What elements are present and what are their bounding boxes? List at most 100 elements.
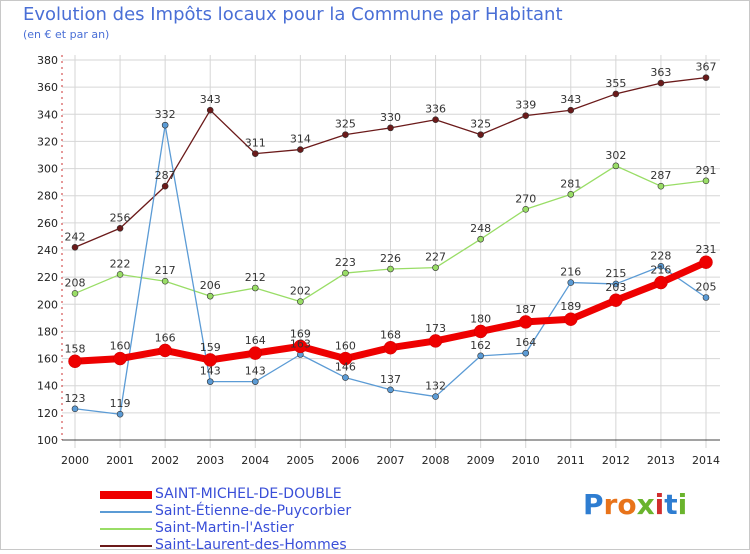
data-point — [473, 324, 488, 339]
data-label: 226 — [380, 252, 401, 265]
data-label: 343 — [200, 93, 221, 106]
data-label: 231 — [696, 243, 717, 256]
y-tick-label: 160 — [37, 353, 58, 366]
data-point — [567, 106, 575, 114]
y-tick-label: 240 — [37, 244, 58, 257]
y-tick-label: 300 — [37, 163, 58, 176]
data-label: 212 — [245, 271, 266, 284]
data-point — [612, 162, 620, 170]
data-point — [612, 90, 620, 98]
data-label: 302 — [605, 149, 626, 162]
data-label: 187 — [515, 303, 536, 316]
data-label: 166 — [155, 331, 176, 344]
data-point — [251, 284, 259, 292]
data-label: 168 — [380, 329, 401, 342]
data-point — [387, 386, 394, 394]
data-point — [609, 293, 623, 307]
y-tick-label: 140 — [37, 380, 58, 393]
data-point — [387, 265, 394, 273]
data-point — [342, 131, 349, 138]
data-label: 158 — [65, 342, 86, 355]
y-tick-label: 260 — [37, 217, 58, 230]
data-label: 325 — [470, 118, 491, 131]
data-label: 206 — [200, 279, 221, 292]
data-point — [293, 339, 308, 354]
data-label: 143 — [245, 365, 266, 378]
chart-subtitle: (en € et par an) — [23, 28, 110, 41]
x-tick-label: 2007 — [377, 454, 405, 467]
logo-letter: t — [664, 488, 678, 521]
data-point — [699, 255, 713, 269]
data-point — [297, 146, 304, 153]
x-tick-label: 2010 — [512, 454, 540, 467]
data-label: 123 — [65, 392, 86, 405]
data-point — [113, 351, 127, 366]
data-label: 343 — [560, 93, 581, 106]
y-tick-label: 100 — [37, 434, 58, 447]
logo-letter: P — [583, 488, 604, 521]
data-point — [522, 349, 530, 357]
data-point — [477, 235, 484, 243]
data-label: 169 — [290, 327, 311, 340]
proxiti-logo: Proxiti — [583, 488, 687, 521]
data-label: 311 — [245, 137, 266, 150]
x-tick-label: 2009 — [467, 454, 495, 467]
x-tick-label: 2000 — [61, 454, 89, 467]
y-tick-label: 200 — [37, 298, 58, 311]
x-tick-label: 2006 — [331, 454, 359, 467]
series-group — [68, 74, 713, 418]
logo-letter: i — [677, 488, 688, 521]
data-point — [657, 79, 665, 87]
data-label: 143 — [200, 365, 221, 378]
data-point — [518, 315, 533, 329]
data-label: 287 — [650, 169, 671, 182]
logo-letter: i — [654, 488, 665, 521]
data-point — [116, 410, 124, 418]
legend-label: Saint-Martin-l'Astier — [155, 520, 294, 536]
data-point — [342, 269, 349, 277]
data-point — [161, 277, 169, 285]
data-point — [71, 405, 79, 413]
data-label: 203 — [605, 281, 626, 294]
data-point — [477, 131, 484, 138]
y-tick-label: 340 — [37, 108, 58, 121]
data-point — [338, 351, 353, 366]
data-label: 216 — [650, 264, 671, 277]
x-tick-label: 2014 — [692, 454, 720, 467]
data-label: 330 — [380, 111, 401, 124]
data-label: 217 — [155, 264, 176, 277]
legend-label: SAINT-MICHEL-DE-DOUBLE — [155, 486, 342, 502]
legend-label: Saint-Étienne-de-Puycorbier — [155, 503, 352, 519]
data-label: 223 — [335, 256, 356, 269]
logo-letter: o — [617, 488, 637, 521]
x-tick-label: 2011 — [557, 454, 585, 467]
data-point — [428, 334, 443, 348]
data-label: 242 — [65, 230, 86, 243]
x-tick-label: 2003 — [196, 454, 224, 467]
y-tick-label: 120 — [37, 407, 58, 420]
data-label: 291 — [696, 164, 717, 177]
y-tick-label: 220 — [37, 271, 58, 284]
data-label: 132 — [425, 380, 446, 393]
data-label: 215 — [605, 267, 626, 280]
y-tick-label: 280 — [37, 190, 58, 203]
data-point — [161, 121, 169, 129]
data-point — [206, 378, 214, 385]
data-label: 339 — [515, 99, 536, 112]
data-point — [564, 312, 578, 326]
x-tick-label: 2013 — [647, 454, 675, 467]
data-label: 160 — [110, 340, 131, 353]
data-point — [248, 346, 263, 360]
data-label: 281 — [560, 177, 581, 190]
x-tick-label: 2008 — [422, 454, 450, 467]
data-label: 332 — [155, 108, 176, 121]
y-tick-label: 380 — [37, 54, 58, 67]
data-point — [432, 116, 439, 124]
data-point — [161, 182, 169, 190]
data-point — [297, 298, 304, 305]
data-label: 205 — [696, 281, 717, 294]
data-point — [71, 243, 79, 251]
data-point — [432, 264, 439, 271]
data-point — [522, 112, 530, 119]
data-label: 173 — [425, 322, 446, 335]
